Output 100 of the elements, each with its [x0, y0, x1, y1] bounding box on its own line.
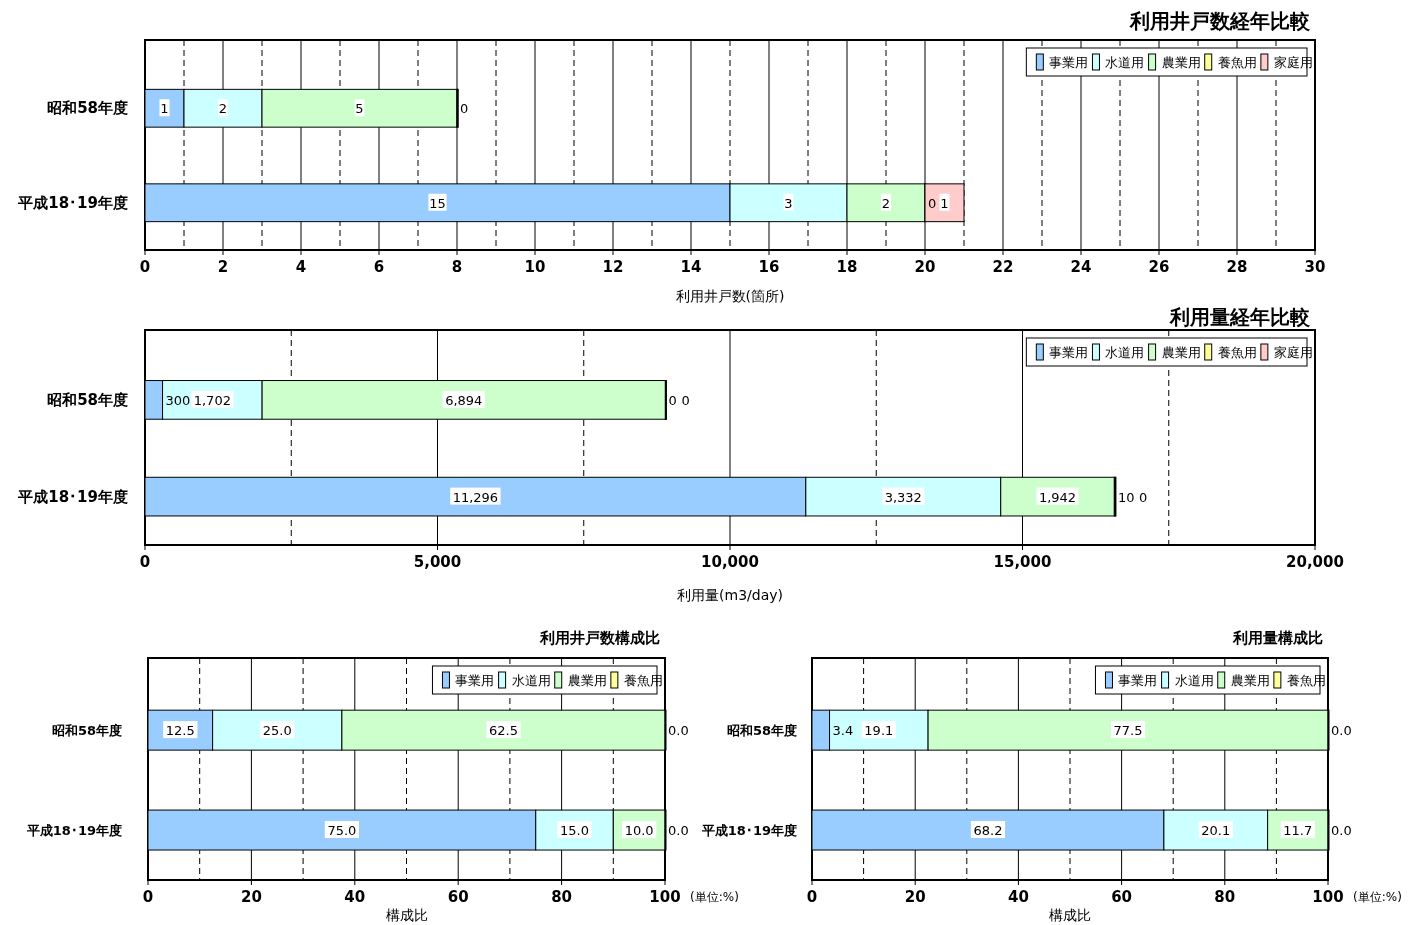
data-label: 19.1 [864, 723, 894, 739]
y-tick-label: 昭和58年度 [726, 723, 797, 739]
x-tick-label: 28 [1226, 258, 1248, 276]
x-tick-label: 10,000 [701, 553, 759, 571]
data-label: 1,702 [193, 392, 231, 408]
x-tick-label: 80 [551, 888, 573, 906]
x-tick-label: 15,000 [993, 553, 1052, 571]
legend-label: 事業用 [1118, 673, 1158, 688]
legend-label: 養魚用 [1286, 673, 1326, 688]
data-label: 0.0 [1331, 823, 1352, 839]
data-label: 0 [1139, 489, 1148, 505]
x-axis-title: 利用量(m3/day) [677, 587, 783, 603]
legend-label: 養魚用 [1217, 345, 1257, 360]
legend-label: 事業用 [1049, 345, 1089, 360]
data-label: 1,942 [1038, 489, 1077, 505]
data-label: 1 [160, 101, 169, 117]
x-axis-title: 構成比 [385, 907, 428, 923]
data-label: 300 [165, 392, 191, 408]
data-label: 10 [1117, 489, 1135, 505]
text: (単位:%) [690, 890, 739, 904]
data-label: 0 [668, 392, 677, 408]
y-tick-label: 平成18･19年度 [17, 487, 128, 506]
data-label: 11.7 [1283, 823, 1313, 839]
data-label: 0.0 [668, 823, 689, 839]
x-tick-label: 22 [992, 258, 1014, 276]
x-tick-label: 40 [344, 888, 366, 906]
x-tick-label: 20 [904, 888, 926, 906]
data-label: 1 [940, 195, 949, 211]
data-label: 11,296 [452, 489, 499, 505]
x-tick-label: 60 [1111, 888, 1133, 906]
x-tick-label: 20,000 [1286, 553, 1344, 571]
legend-label: 水道用 [1105, 55, 1145, 70]
y-tick-label: 平成18･19年度 [25, 823, 122, 839]
x-tick-label: 40 [1007, 888, 1029, 906]
y-tick-label: 昭和58年度 [51, 723, 122, 739]
data-label: 15 [429, 195, 446, 211]
legend-label: 水道用 [1174, 673, 1214, 688]
data-label: 75.0 [327, 823, 357, 839]
x-tick-label: 20 [240, 888, 262, 906]
x-tick-label: 18 [836, 258, 858, 276]
legend-label: 農業用 [1161, 345, 1201, 360]
legend-label: 水道用 [1105, 345, 1145, 360]
legend-label: 家庭用 [1273, 55, 1313, 70]
x-tick-label: 100 [1312, 888, 1344, 906]
x-tick-label: 20 [914, 258, 936, 276]
x-tick-label: 0 [806, 888, 818, 906]
data-label: 6,894 [445, 392, 483, 408]
x-tick-label: 60 [447, 888, 469, 906]
data-label: 0 [681, 392, 690, 408]
data-label: 77.5 [1113, 723, 1143, 739]
y-tick-label: 昭和58年度 [47, 390, 128, 409]
data-label: 2 [881, 195, 891, 211]
x-tick-label: 14 [680, 258, 702, 276]
legend-label: 農業用 [1161, 55, 1201, 70]
x-tick-label: 30 [1304, 258, 1326, 276]
legend-label: 農業用 [567, 673, 607, 688]
x-tick-label: 2 [217, 258, 229, 276]
x-tick-label: 0 [139, 258, 151, 276]
x-axis-title: 構成比 [1049, 907, 1091, 923]
data-label: 5 [355, 101, 364, 117]
data-label: 0.0 [668, 723, 689, 739]
data-label: 20.1 [1201, 823, 1231, 839]
chart-title: 利用井戸数構成比 [539, 629, 660, 647]
legend-label: 養魚用 [1217, 55, 1257, 70]
data-label: 62.5 [488, 723, 518, 739]
chart-title: 利用井戸数経年比較 [1129, 9, 1311, 33]
x-tick-label: 100 [649, 888, 681, 906]
data-label: 0 [460, 101, 469, 117]
data-label: 15.0 [560, 823, 589, 839]
legend-label: 事業用 [1049, 55, 1089, 70]
chart-title: 利用量経年比較 [1169, 305, 1311, 329]
y-tick-label: 昭和58年度 [47, 99, 128, 118]
data-label: 68.2 [973, 823, 1003, 839]
x-tick-label: 0 [142, 888, 154, 906]
legend-label: 家庭用 [1273, 345, 1313, 360]
data-label: 10.0 [624, 823, 654, 839]
x-tick-label: 8 [451, 258, 463, 276]
data-label: 25.0 [262, 723, 292, 739]
text: (単位:%) [1353, 890, 1402, 904]
x-tick-label: 4 [295, 258, 307, 276]
legend-label: 水道用 [511, 673, 551, 688]
legend-label: 事業用 [455, 673, 495, 688]
data-label: 3 [784, 195, 793, 211]
x-tick-label: 24 [1070, 258, 1092, 276]
data-label: 3,332 [884, 489, 922, 505]
legend-label: 養魚用 [623, 673, 663, 688]
data-label: 12.5 [165, 723, 195, 739]
x-tick-label: 6 [373, 258, 385, 276]
y-tick-label: 平成18･19年度 [700, 823, 797, 839]
data-label: 0 [928, 195, 937, 211]
x-tick-label: 10 [524, 258, 546, 276]
x-axis-title: 利用井戸数(箇所) [675, 288, 785, 304]
data-label: 3.4 [832, 723, 854, 739]
legend-label: 農業用 [1230, 673, 1270, 688]
x-tick-label: 16 [758, 258, 780, 276]
x-tick-label: 12 [602, 258, 624, 276]
x-tick-label: 26 [1148, 258, 1170, 276]
x-tick-label: 0 [139, 553, 151, 571]
x-tick-label: 80 [1214, 888, 1236, 906]
data-label: 0.0 [1331, 723, 1352, 739]
